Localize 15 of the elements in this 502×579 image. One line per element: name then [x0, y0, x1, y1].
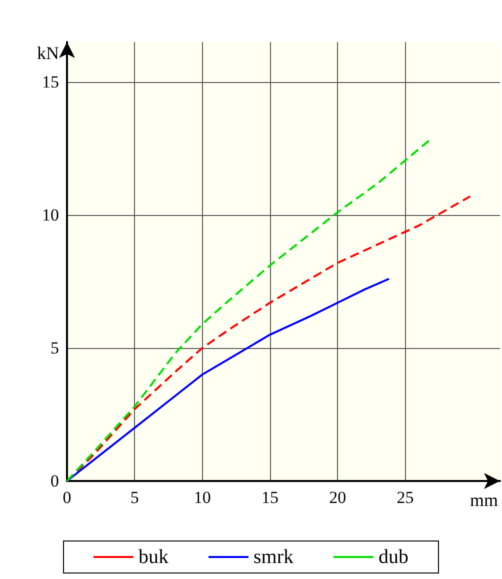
y-tick-label: 5 — [50, 338, 59, 358]
x-tick-label: 20 — [329, 488, 346, 507]
legend-label: smrk — [254, 546, 294, 568]
y-tick-label: 10 — [42, 205, 59, 224]
legend-label: buk — [138, 546, 168, 568]
x-tick-label: 0 — [62, 488, 72, 507]
x-tick-label: 25 — [396, 488, 414, 507]
y-tick-label: 15 — [42, 72, 59, 92]
y-tick-label: 0 — [50, 472, 59, 490]
legend-label: dub — [378, 546, 408, 568]
x-tick-label: 15 — [261, 488, 278, 507]
x-axis-title: mm — [470, 490, 498, 510]
x-tick-label: 10 — [194, 488, 211, 507]
y-axis-title: kN — [37, 43, 59, 63]
x-tick-label: 5 — [130, 488, 139, 507]
